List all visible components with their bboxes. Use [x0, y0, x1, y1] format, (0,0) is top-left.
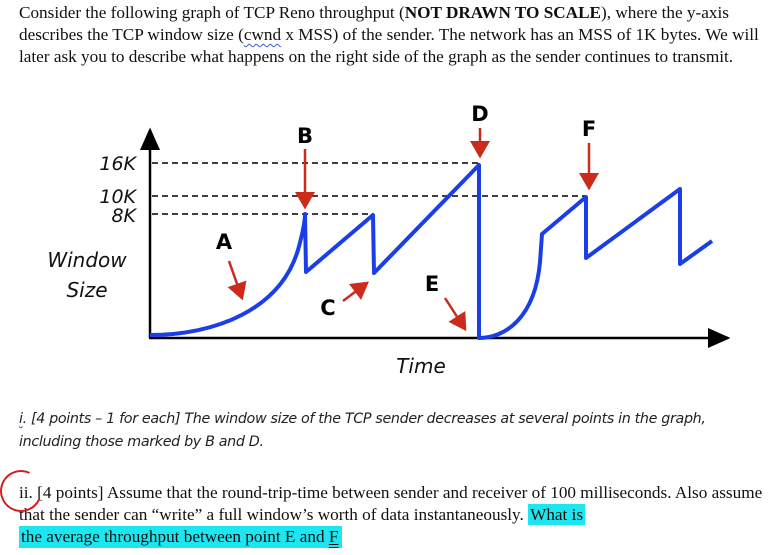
- y-axis-label-line2: Size: [66, 278, 107, 302]
- intro-text-3: x MSS) of the sender. The network has an…: [19, 25, 759, 66]
- point-label-f: F: [582, 117, 596, 141]
- intro-text-2: ), where the y-axis describes the TCP wi…: [19, 3, 729, 44]
- arrow-a-icon: [227, 260, 247, 301]
- question-ii: ii. [4 points] Assume that the round-tri…: [0, 464, 769, 548]
- question-i-text: . [4 points – 1 for each] The window siz…: [19, 411, 706, 450]
- highlighted-text-2: the average throughput between point E a…: [19, 526, 343, 548]
- question-ii-text: [4 points] Assume that the round-trip-ti…: [19, 483, 763, 524]
- window-size-line: [149, 163, 714, 340]
- question-i: i. [4 points – 1 for each] The window si…: [19, 408, 764, 454]
- tcp-reno-chart: 16K 10K 8K Window Size Time A B C D E F: [47, 102, 731, 378]
- point-label-e: E: [425, 272, 439, 296]
- question-ii-number: ii.: [19, 483, 33, 502]
- y-axis-label-line1: Window: [47, 248, 127, 272]
- intro-bold: NOT DRAWN TO SCALE: [404, 3, 602, 22]
- point-label-d: D: [471, 102, 488, 126]
- question-ii-number-wrap: ii.: [0, 464, 48, 518]
- arrow-c-icon: [342, 281, 369, 302]
- y-tick-10k: 10K: [99, 186, 137, 208]
- highlighted-text-1: What is: [528, 504, 586, 525]
- question-i-number: i: [19, 411, 23, 427]
- highlighted-text-2a: the average throughput between point E a…: [21, 527, 329, 546]
- highlighted-text-2b: F: [328, 527, 339, 546]
- x-axis-label: Time: [396, 354, 446, 378]
- arrow-e-icon: [443, 297, 467, 332]
- point-label-a: A: [216, 230, 233, 254]
- intro-text-1: Consider the following graph of TCP Reno…: [19, 3, 405, 22]
- point-label-c: C: [320, 296, 335, 320]
- y-tick-8k: 8K: [111, 205, 137, 227]
- intro-paragraph: Consider the following graph of TCP Reno…: [19, 2, 769, 68]
- point-label-b: B: [297, 124, 313, 148]
- y-tick-16k: 16K: [99, 153, 137, 175]
- intro-cwnd: cwnd: [243, 25, 282, 44]
